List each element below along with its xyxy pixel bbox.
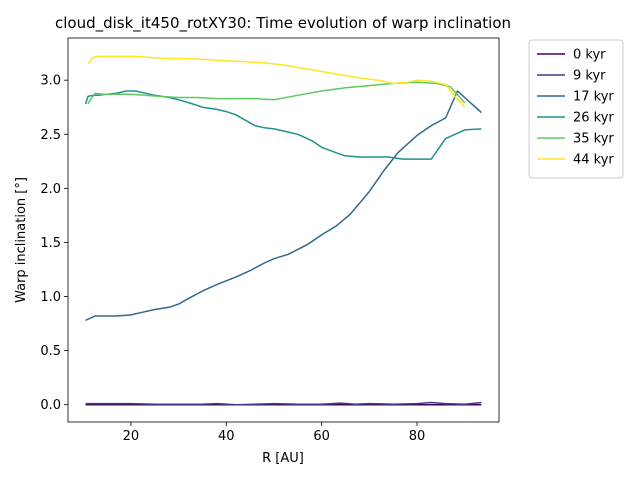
y-tick-label: 0.0 xyxy=(40,398,61,413)
chart-title: cloud_disk_it450_rotXY30: Time evolution… xyxy=(55,14,511,33)
series-line-1 xyxy=(85,401,482,406)
x-tick-label: 60 xyxy=(313,429,330,444)
plot-frame xyxy=(67,37,500,423)
legend-label-2: 17 kyr xyxy=(573,90,614,105)
legend-label-0: 0 kyr xyxy=(573,48,606,63)
plot-area xyxy=(67,37,500,423)
y-tick-label: 2.5 xyxy=(40,128,61,143)
y-tick-label: 0.5 xyxy=(40,344,61,359)
series-line-3 xyxy=(84,90,482,160)
y-axis: 0.0 0.5 1.0 1.5 2.0 2.5 3.0 xyxy=(40,74,68,413)
y-axis-label: Warp inclination [°] xyxy=(14,177,29,303)
legend: 0 kyr 9 kyr 17 kyr 26 kyr 35 kyr 44 kyr xyxy=(528,39,624,179)
series-line-2 xyxy=(85,90,482,321)
x-tick-label: 80 xyxy=(409,429,426,444)
y-tick-label: 3.0 xyxy=(40,74,61,89)
x-axis: 20 40 60 80 xyxy=(123,422,426,444)
x-tick-label: 40 xyxy=(218,429,235,444)
legend-label-1: 9 kyr xyxy=(573,69,606,84)
x-tick-label: 20 xyxy=(123,429,140,444)
y-tick-label: 1.0 xyxy=(40,290,61,305)
y-tick-label: 2.0 xyxy=(40,182,61,197)
series-line-5 xyxy=(87,55,466,108)
legend-label-4: 35 kyr xyxy=(573,132,614,147)
y-tick-label: 1.5 xyxy=(40,236,61,251)
legend-label-5: 44 kyr xyxy=(573,153,614,168)
x-axis-label: R [AU] xyxy=(262,451,304,466)
legend-label-3: 26 kyr xyxy=(573,111,614,126)
